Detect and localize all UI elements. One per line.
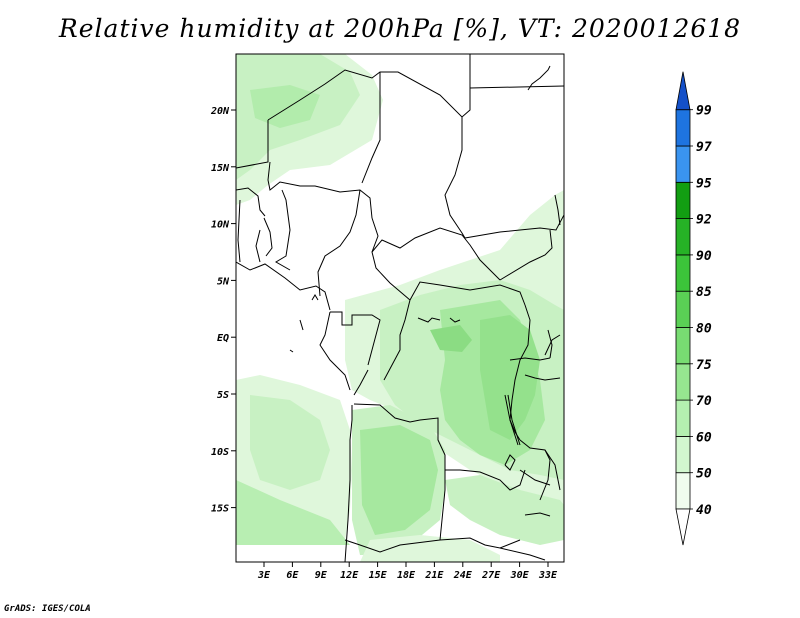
colorbar-label: 50: [696, 467, 712, 482]
colorbar-segment: [675, 472, 691, 510]
lon-tick-label: 24E: [453, 570, 473, 581]
latitude-axis: 20N 15N 10N 5N EQ 5S 10S 15S: [210, 106, 236, 515]
colorbar-label: 90: [696, 249, 712, 264]
map-title: Relative humidity at 200hPa [%], VT: 202…: [58, 14, 742, 43]
lat-tick-label: 20N: [210, 106, 230, 117]
colorbar-label: 99: [696, 104, 712, 119]
grads-credit: GrADS: IGES/COLA: [4, 604, 91, 614]
map-frame: [235, 53, 565, 563]
colorbar-segment: [675, 363, 691, 401]
humidity-shading: [236, 54, 564, 562]
colorbar-segment: [675, 327, 691, 365]
lat-tick-label: 15N: [211, 163, 230, 174]
lon-tick-label: 18E: [397, 570, 416, 581]
colorbar-segment: [675, 435, 691, 474]
colorbar-segment: [675, 290, 691, 328]
colorbar-label: 60: [696, 430, 712, 445]
colorbar-segment: [675, 109, 691, 147]
lon-tick-label: 6E: [286, 570, 299, 581]
colorbar-label: 70: [696, 394, 712, 409]
colorbar-label: 95: [696, 176, 712, 191]
colorbar-segment: [675, 218, 691, 256]
lon-tick-label: 3E: [257, 570, 271, 581]
lon-tick-label: 21E: [424, 570, 444, 581]
lon-tick-label: 33E: [538, 570, 558, 581]
colorbar-label: 85: [696, 285, 712, 300]
colorbar-label: 80: [696, 322, 712, 337]
lon-tick-label: 15E: [369, 570, 388, 581]
colorbar-segment: [675, 181, 691, 220]
lon-tick-label: 27E: [481, 570, 501, 581]
colorbar-label: 92: [696, 213, 712, 228]
lon-tick-label: 30E: [510, 570, 530, 581]
colorbar-low-arrow: [675, 508, 691, 546]
colorbar-segment: [675, 254, 691, 292]
lat-tick-label: 10S: [211, 447, 229, 458]
lat-tick-label: 15S: [211, 504, 229, 515]
colorbar-high-arrow: [675, 71, 691, 111]
lat-tick-label: EQ: [217, 333, 229, 344]
colorbar-label: 40: [696, 503, 712, 518]
lon-tick-label: 12E: [340, 570, 359, 581]
colorbar-segment: [675, 399, 691, 437]
colorbar-label: 75: [696, 358, 712, 373]
longitude-axis: 3E 6E 9E 12E 15E 18E 21E 24E 27E 30E 33E: [257, 562, 558, 581]
colorbar-segment: [675, 145, 691, 183]
country-borders: [236, 54, 564, 562]
lon-tick-label: 9E: [315, 570, 328, 581]
lat-tick-label: 5S: [217, 390, 229, 401]
lat-tick-label: 5N: [217, 276, 230, 287]
colorbar: 40 50 60 70 75 80 85 90 92 95 97 99: [675, 71, 712, 546]
lat-tick-label: 10N: [211, 220, 230, 231]
colorbar-label: 97: [696, 140, 712, 155]
